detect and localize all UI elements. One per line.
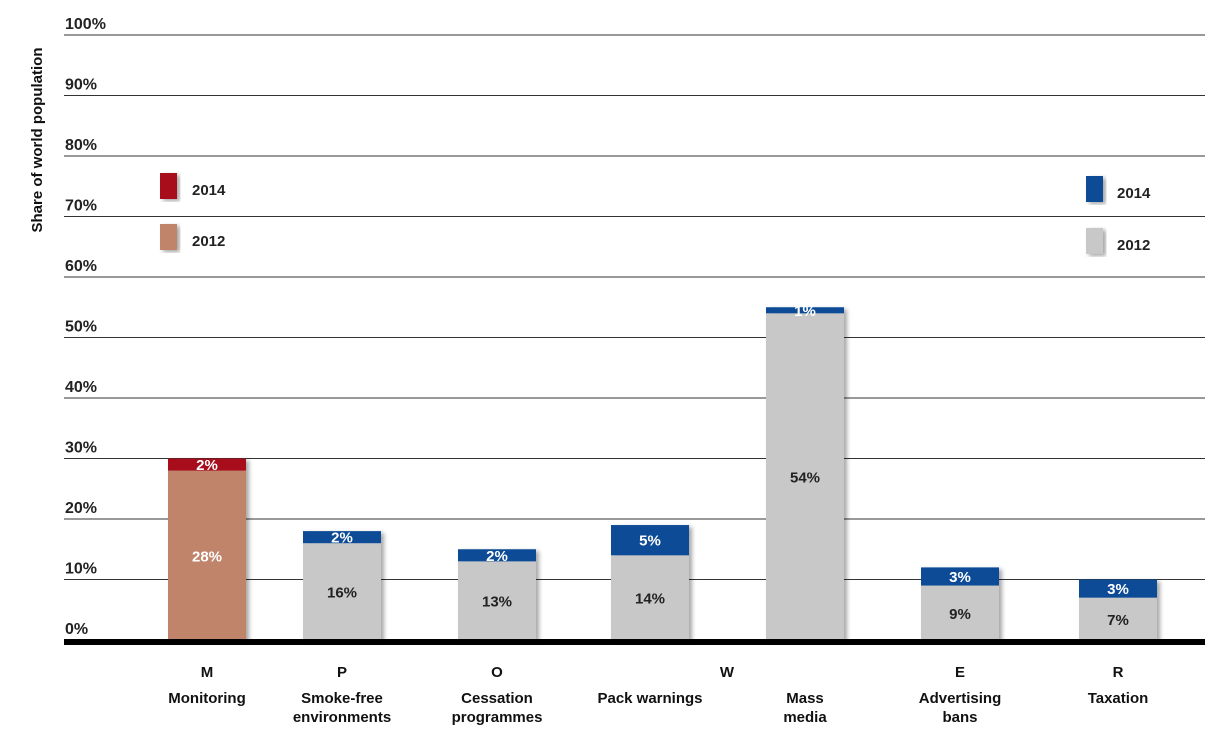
gridlines	[64, 34, 1205, 580]
category-name: programmes	[452, 709, 543, 726]
bar-group	[921, 567, 999, 640]
y-tick-label: 80%	[65, 137, 97, 154]
bar-2014	[168, 458, 246, 471]
bar-2012	[921, 585, 999, 640]
y-tick-label: 70%	[65, 198, 97, 215]
category-name: Smoke-free	[301, 690, 383, 707]
legend-label: 2012	[1117, 237, 1150, 254]
bar-label-2014: 3%	[949, 569, 971, 586]
legend-swatch	[160, 173, 177, 199]
y-tick-label: 10%	[65, 561, 97, 578]
y-tick-label: 30%	[65, 440, 97, 457]
bar-2014	[611, 525, 689, 556]
category-name: Monitoring	[168, 690, 245, 707]
bar-label-2012: 7%	[1107, 612, 1129, 629]
category-letter: W	[720, 664, 735, 681]
bar-label-2014: 3%	[1107, 581, 1129, 598]
bar-label-2012: 13%	[482, 594, 512, 611]
bar-label-2012: 9%	[949, 606, 971, 623]
bar-label-2014: 2%	[196, 457, 218, 474]
category-letter: P	[337, 664, 347, 681]
y-axis-title: Share of world population	[29, 48, 46, 233]
category-letter: M	[201, 664, 214, 681]
y-tick-labels: 0% 10% 20% 30% 40% 50% 60% 70% 80% 90% 100%	[65, 16, 106, 638]
bar-label-2014: 1%	[794, 303, 816, 320]
bar-2014	[458, 549, 536, 562]
bar-value-labels: 28% 2% 16% 2% 13% 2% 14% 5% 54% 1% 9% 3% 7% 3%	[192, 303, 1129, 629]
bar-2012	[611, 555, 689, 640]
bar-group	[168, 458, 246, 640]
legend-swatch	[1086, 176, 1103, 202]
bar-2012	[303, 543, 381, 640]
bar-label-2012: 54%	[790, 470, 820, 487]
legend-label: 2012	[192, 233, 225, 250]
category-name: Mass	[786, 690, 824, 707]
bar-label-2012: 16%	[327, 585, 357, 602]
bar-2014	[1079, 579, 1157, 598]
bar-label-2014: 2%	[331, 530, 353, 547]
y-tick-label: 100%	[65, 16, 106, 33]
legend-label: 2014	[192, 182, 226, 199]
bar-2014	[921, 567, 999, 586]
bar-2014	[303, 531, 381, 544]
bar-label-2014: 5%	[639, 533, 661, 550]
bar-label-2012: 14%	[635, 591, 665, 608]
y-tick-label: 20%	[65, 500, 97, 517]
legend-right: 2014 2012	[1086, 176, 1151, 254]
bars	[168, 307, 1157, 640]
category-name: Cessation	[461, 690, 533, 707]
y-tick-label: 0%	[65, 621, 88, 638]
category-labels: M Monitoring P Smoke-free environments O Cessa…	[168, 664, 1148, 726]
bar-2012	[168, 470, 246, 640]
category-name: environments	[293, 709, 391, 726]
category-name: Pack warnings	[597, 690, 702, 707]
bar-group	[1079, 579, 1157, 640]
bar-2014	[766, 307, 844, 314]
category-name: Advertising	[919, 690, 1002, 707]
bar-group	[611, 525, 689, 640]
bar-group	[766, 307, 844, 640]
category-letter: O	[491, 664, 503, 681]
legend-label: 2014	[1117, 185, 1151, 202]
legend-left: 2014 2012	[160, 173, 226, 250]
legends: 2014 2012 2014 2012	[160, 173, 1151, 254]
category-name: media	[783, 709, 827, 726]
category-name: bans	[942, 709, 977, 726]
bar-group	[458, 549, 536, 640]
category-letter: R	[1113, 664, 1124, 681]
bar-2012	[1079, 597, 1157, 640]
y-tick-label: 50%	[65, 319, 97, 336]
category-name: Taxation	[1088, 690, 1149, 707]
bar-2012	[766, 313, 844, 640]
legend-swatch	[160, 224, 177, 250]
y-tick-label: 90%	[65, 77, 97, 94]
bar-2012	[458, 561, 536, 640]
bar-group	[303, 531, 381, 640]
y-tick-label: 60%	[65, 258, 97, 275]
y-tick-label: 40%	[65, 379, 97, 396]
legend-swatch	[1086, 228, 1103, 254]
category-letter: E	[955, 664, 965, 681]
bar-label-2014: 2%	[486, 548, 508, 565]
bar-label-2012: 28%	[192, 548, 222, 565]
